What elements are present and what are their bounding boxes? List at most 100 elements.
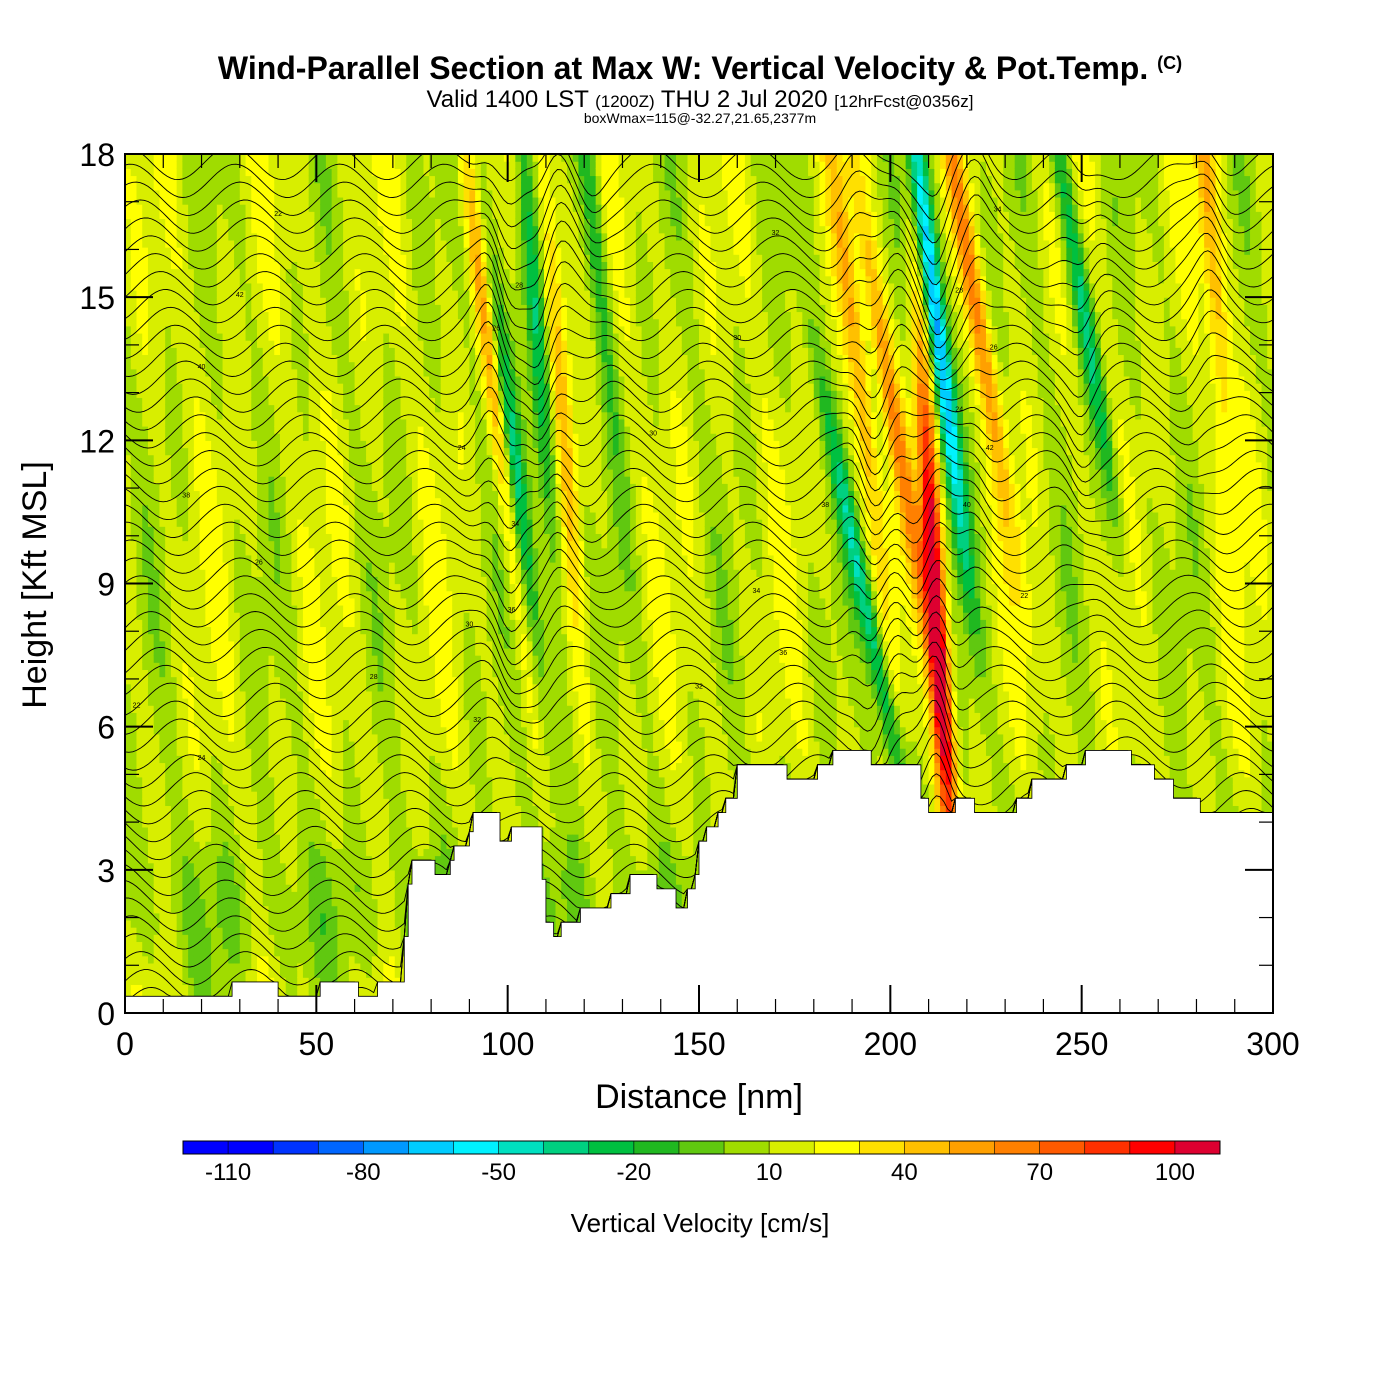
velocity-cell (223, 326, 229, 334)
velocity-cell (291, 469, 297, 477)
velocity-cell (291, 584, 297, 592)
velocity-cell (314, 340, 320, 348)
velocity-cell (257, 226, 263, 234)
velocity-cell (200, 834, 206, 842)
velocity-cell (309, 984, 315, 992)
velocity-cell (326, 168, 332, 176)
velocity-cell (177, 970, 183, 978)
velocity-cell (297, 949, 303, 957)
velocity-cell (194, 204, 200, 212)
velocity-cell (343, 891, 349, 899)
velocity-cell (355, 218, 361, 226)
velocity-cell (142, 619, 148, 627)
velocity-cell (148, 447, 154, 455)
velocity-cell (177, 605, 183, 613)
velocity-cell (251, 455, 257, 463)
velocity-cell (148, 419, 154, 427)
velocity-cell (303, 927, 309, 935)
velocity-cell (211, 612, 217, 620)
velocity-cell (171, 226, 177, 234)
velocity-cell (360, 770, 366, 778)
velocity-cell (332, 197, 338, 205)
velocity-cell (309, 519, 315, 527)
velocity-cell (257, 297, 263, 305)
velocity-cell (320, 197, 326, 205)
velocity-cell (154, 519, 160, 527)
velocity-cell (211, 440, 217, 448)
velocity-cell (251, 397, 257, 405)
velocity-cell (309, 304, 315, 312)
velocity-cell (131, 276, 137, 284)
velocity-cell (223, 533, 229, 541)
velocity-cell (257, 326, 263, 334)
velocity-cell (297, 154, 303, 162)
velocity-cell (297, 369, 303, 377)
velocity-cell (269, 555, 275, 563)
velocity-cell (171, 691, 177, 699)
velocity-cell (320, 154, 326, 162)
velocity-cell (326, 269, 332, 277)
velocity-cell (177, 426, 183, 434)
velocity-cell (188, 533, 194, 541)
velocity-cell (246, 254, 252, 262)
velocity-cell (217, 154, 223, 162)
velocity-cell (343, 541, 349, 549)
velocity-cell (314, 605, 320, 613)
velocity-cell (165, 311, 171, 319)
velocity-cell (223, 154, 229, 162)
velocity-cell (211, 254, 217, 262)
velocity-cell (297, 512, 303, 520)
velocity-cell (291, 519, 297, 527)
velocity-cell (200, 433, 206, 441)
velocity-cell (131, 770, 137, 778)
velocity-cell (314, 533, 320, 541)
velocity-cell (332, 591, 338, 599)
velocity-cell (223, 906, 229, 914)
velocity-cell (177, 648, 183, 656)
velocity-cell (246, 576, 252, 584)
velocity-cell (257, 447, 263, 455)
velocity-cell (205, 519, 211, 527)
velocity-cell (332, 562, 338, 570)
velocity-cell (234, 455, 240, 463)
velocity-cell (326, 720, 332, 728)
velocity-cell (263, 261, 269, 269)
velocity-cell (332, 870, 338, 878)
velocity-cell (291, 376, 297, 384)
velocity-cell (177, 741, 183, 749)
velocity-cell (148, 175, 154, 183)
velocity-cell (303, 906, 309, 914)
velocity-cell (286, 891, 292, 899)
velocity-cell (171, 705, 177, 713)
velocity-cell (303, 748, 309, 756)
velocity-cell (159, 884, 165, 892)
velocity-cell (223, 261, 229, 269)
velocity-cell (303, 233, 309, 241)
velocity-cell (131, 612, 137, 620)
velocity-cell (280, 397, 286, 405)
velocity-cell (228, 369, 234, 377)
velocity-cell (320, 347, 326, 355)
velocity-cell (274, 748, 280, 756)
velocity-cell (177, 677, 183, 685)
velocity-cell (240, 183, 246, 191)
velocity-cell (286, 870, 292, 878)
velocity-cell (303, 218, 309, 226)
velocity-cell (148, 340, 154, 348)
velocity-cell (291, 669, 297, 677)
velocity-cell (332, 634, 338, 642)
velocity-cell (326, 963, 332, 971)
velocity-cell (211, 161, 217, 169)
velocity-cell (154, 340, 160, 348)
velocity-cell (332, 834, 338, 842)
velocity-cell (314, 856, 320, 864)
velocity-cell (171, 369, 177, 377)
velocity-cell (309, 684, 315, 692)
velocity-cell (349, 684, 355, 692)
velocity-cell (360, 827, 366, 835)
velocity-cell (360, 655, 366, 663)
velocity-cell (182, 319, 188, 327)
velocity-cell (251, 541, 257, 549)
velocity-cell (314, 963, 320, 971)
velocity-cell (274, 669, 280, 677)
